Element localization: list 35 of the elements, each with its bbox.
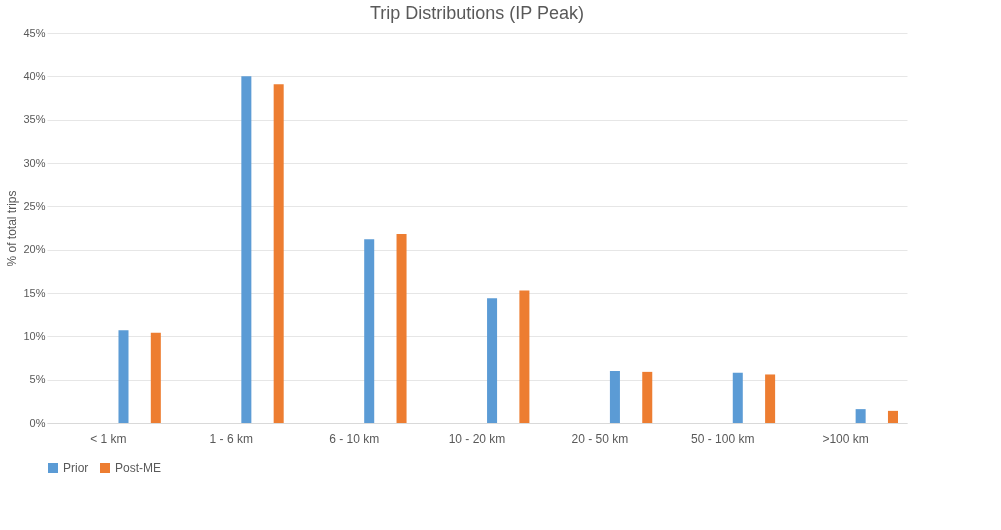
bar [487,298,498,423]
legend-label: Post-ME [115,461,162,475]
bar [241,76,252,423]
bar [519,290,530,423]
x-tick-label: 6 - 10 km [329,431,380,446]
y-tick-label: 30% [23,156,46,169]
y-tick-label: 20% [23,243,46,256]
x-tick-label: < 1 km [90,431,127,446]
bar [732,372,743,423]
x-tick-label: 1 - 6 km [209,431,253,446]
bar [396,234,407,423]
bar [855,409,866,423]
y-tick-label: 40% [23,69,46,82]
bar [609,371,620,423]
y-axis-title: % of total trips [5,190,20,267]
bar [364,239,375,423]
x-tick-label: 10 - 20 km [448,431,506,446]
x-tick-label: 20 - 50 km [571,431,629,446]
y-tick-label: 45% [23,26,46,39]
y-tick-label: 25% [23,199,46,212]
x-tick-label: >100 km [822,431,869,446]
legend-label: Prior [63,461,89,475]
y-tick-label: 5% [29,373,46,386]
bar [150,332,161,423]
x-tick-label: 50 - 100 km [691,431,755,446]
bar [765,374,776,423]
y-tick-label: 10% [23,329,46,342]
y-tick-label: 35% [23,113,46,126]
y-tick-label: 15% [23,286,46,299]
bar [642,371,653,423]
bar [118,330,129,423]
bar [273,84,284,423]
chart-title: Trip Distributions (IP Peak) [369,3,585,23]
y-tick-label: 0% [29,416,46,429]
bar [887,410,898,423]
